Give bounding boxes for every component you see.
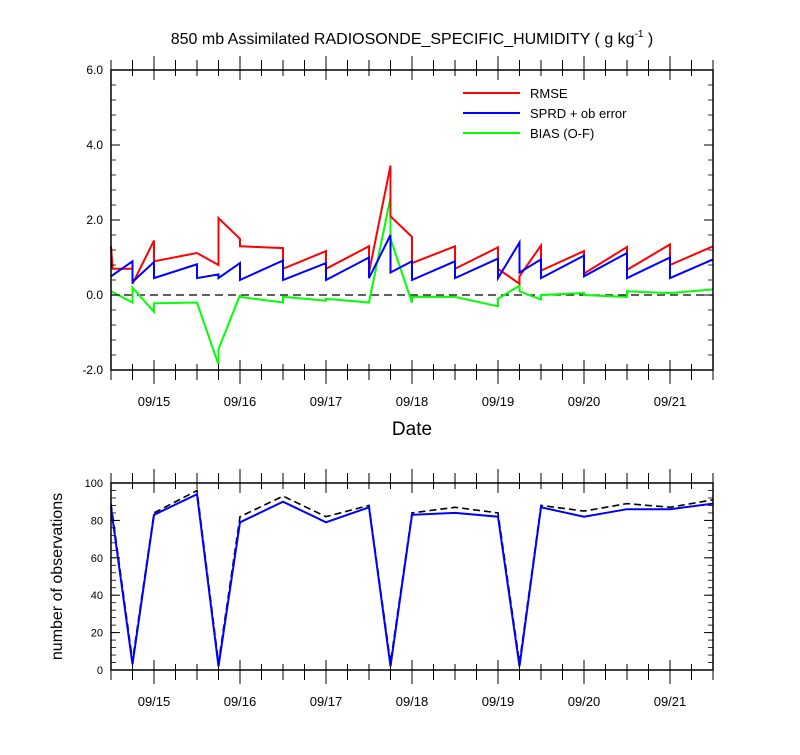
legend-label-2: BIAS (O-F) [530, 126, 594, 141]
legend-label-1: SPRD + ob error [530, 106, 627, 121]
bottom-x-tick-label: 09/19 [482, 694, 515, 709]
bottom-y-tick-label: 60 [91, 553, 103, 565]
top-y-tick-label: 0.0 [86, 288, 103, 302]
top-x-tick-label: 09/15 [138, 394, 171, 409]
top-x-tick-label: 09/20 [568, 394, 601, 409]
chart-title-end: ) [643, 31, 653, 48]
bottom-y-tick-label: 80 [91, 515, 103, 527]
bottom-y-tick-label: 40 [91, 590, 103, 602]
top-y-tick-label: -2.0 [82, 363, 103, 377]
top-x-tick-label: 09/17 [310, 394, 343, 409]
top-y-tick-label: 2.0 [86, 213, 103, 227]
bottom-x-tick-label: 09/21 [654, 694, 687, 709]
bottom-y-tick-label: 20 [91, 628, 103, 640]
bottom-x-tick-label: 09/18 [396, 694, 429, 709]
bottom-x-tick-label: 09/15 [138, 694, 171, 709]
chart-title: 850 mb Assimilated RADIOSONDE_SPECIFIC_H… [171, 29, 654, 48]
bottom-x-tick-label: 09/16 [224, 694, 257, 709]
bottom-x-tick-label: 09/20 [568, 694, 601, 709]
top-x-tick-label: 09/19 [482, 394, 515, 409]
chart-title-main: 850 mb Assimilated RADIOSONDE_SPECIFIC_H… [171, 31, 635, 48]
bottom-y-tick-label: 0 [97, 665, 103, 677]
bottom-y-tick-label: 100 [85, 478, 103, 490]
legend-label-0: RMSE [530, 86, 568, 101]
top-x-tick-label: 09/18 [396, 394, 429, 409]
top-x-axis-label: Date [392, 419, 432, 440]
top-x-tick-label: 09/16 [224, 394, 257, 409]
top-y-tick-label: 4.0 [86, 138, 103, 152]
top-y-tick-label: 6.0 [86, 63, 103, 77]
bottom-y-axis-label: number of observations [49, 493, 66, 660]
top-x-tick-label: 09/21 [654, 394, 687, 409]
bottom-x-tick-label: 09/17 [310, 694, 343, 709]
